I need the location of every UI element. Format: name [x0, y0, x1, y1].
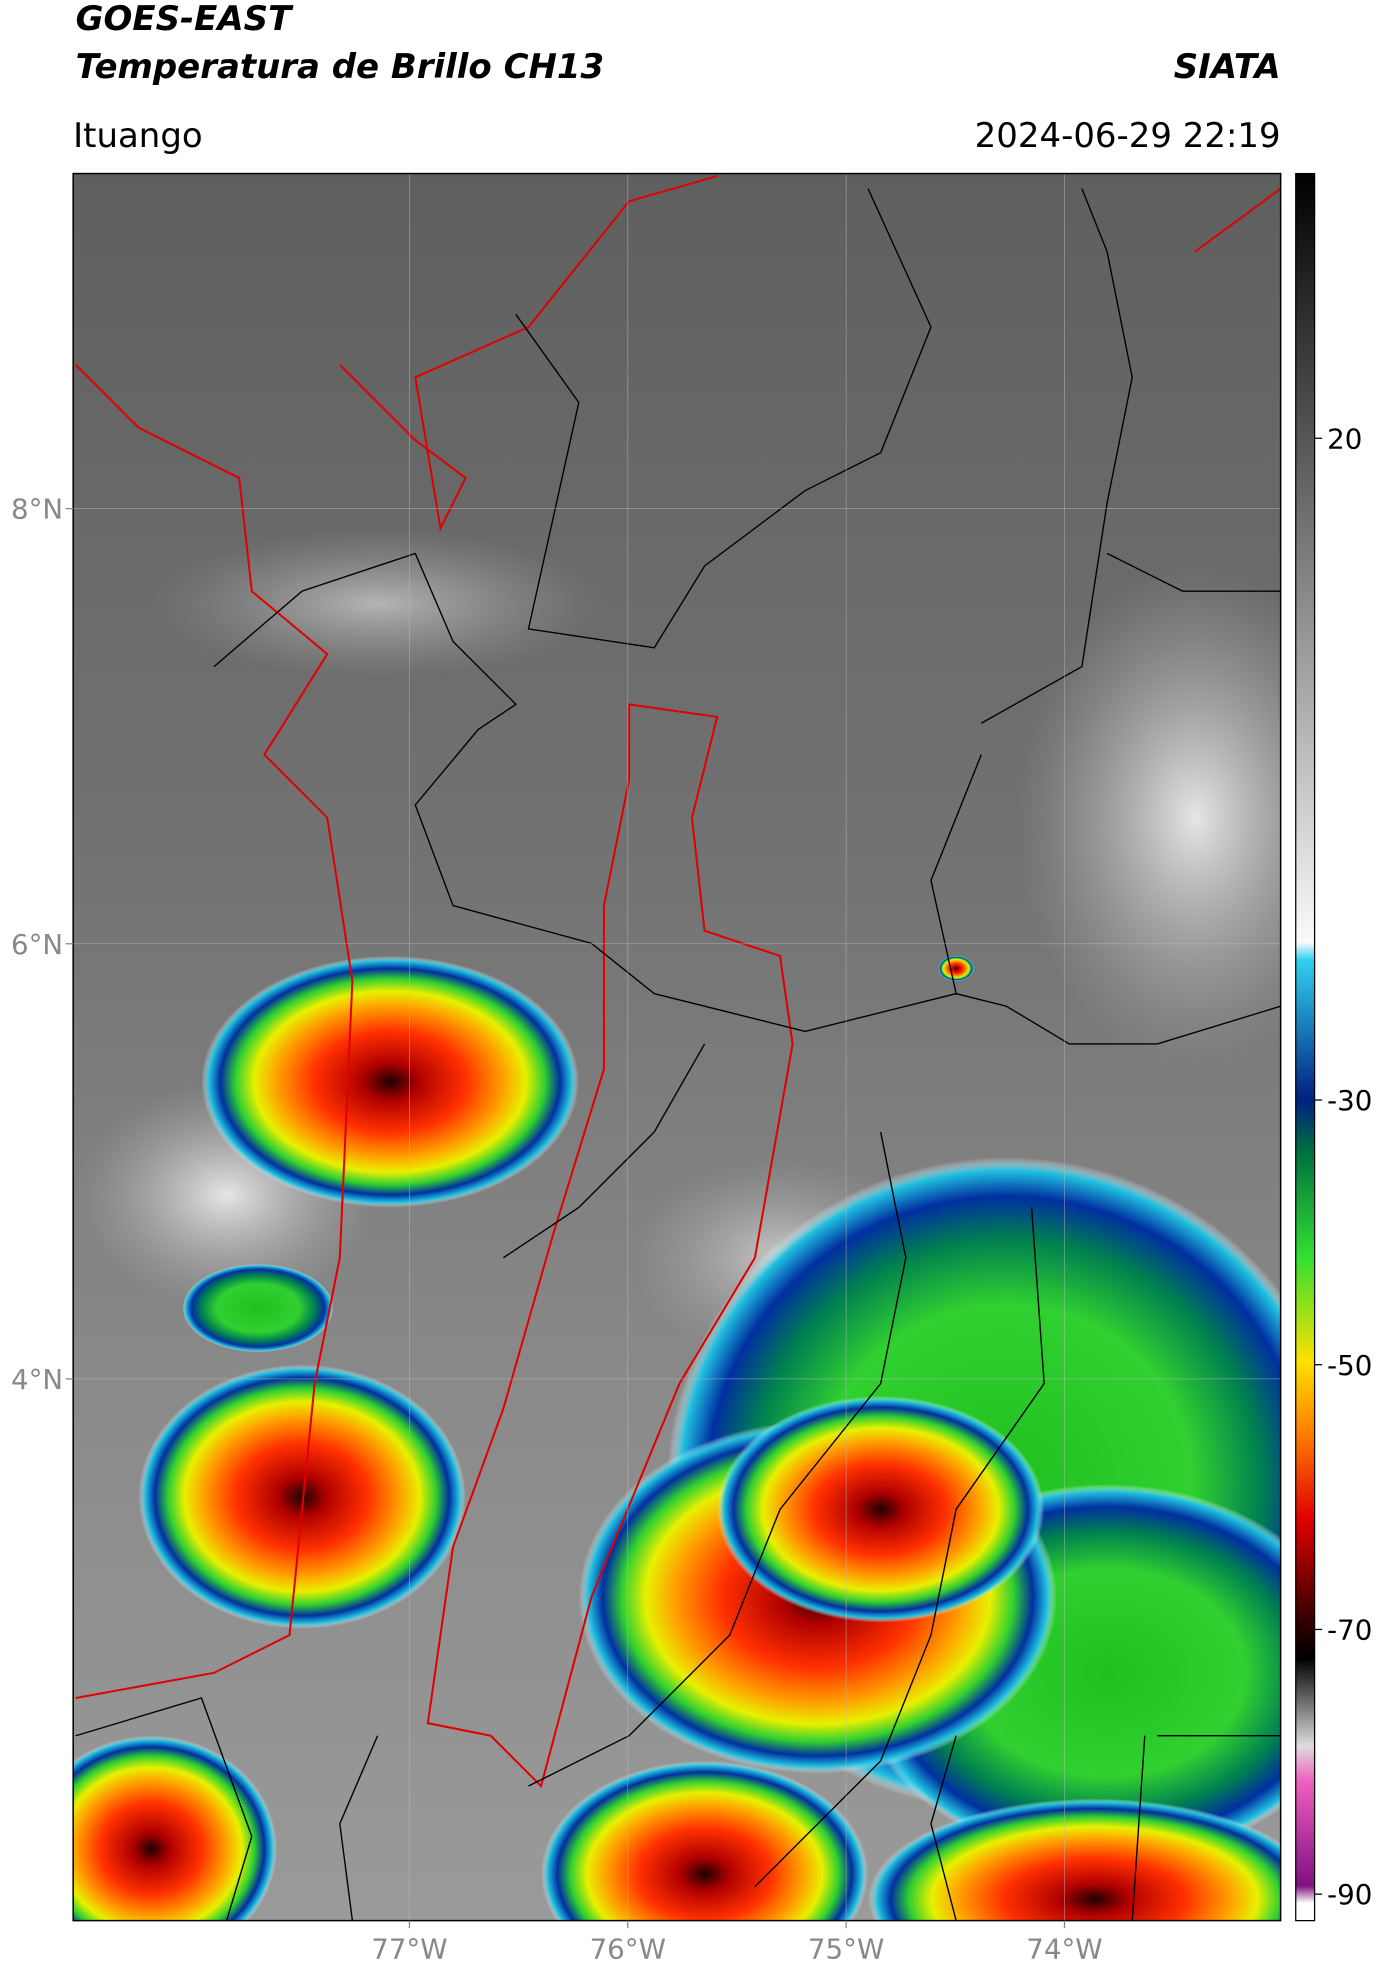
- title: GOES-EAST: [76, 0, 294, 39]
- colorbar-tick-label: -50: [1327, 1349, 1372, 1382]
- grid: [73, 173, 1281, 1921]
- x-tick-label: 74°W: [1026, 1932, 1102, 1965]
- colorbar: [1295, 172, 1316, 1922]
- y-tick-label: 8°N: [11, 493, 63, 526]
- y-tick-label: 4°N: [11, 1363, 63, 1396]
- satellite-image: [73, 173, 1281, 1921]
- x-tick-label: 75°W: [808, 1932, 884, 1965]
- colorbar-tick-label: -90: [1327, 1878, 1372, 1911]
- x-tick-label: 76°W: [590, 1932, 666, 1965]
- colorbar-tick-label: -70: [1327, 1614, 1372, 1647]
- datetime: 2024-06-29 22:19: [975, 116, 1281, 156]
- colorbar-tick-label: 20: [1327, 422, 1362, 455]
- colorbar-tick-label: -30: [1327, 1084, 1372, 1117]
- map-frame: [72, 172, 1282, 1922]
- y-tick-label: 6°N: [11, 928, 63, 961]
- subtitle: Temperatura de Brillo CH13: [76, 47, 604, 87]
- location: Ituango: [73, 116, 203, 156]
- source: SIATA: [1174, 47, 1281, 87]
- x-tick-label: 77°W: [371, 1932, 447, 1965]
